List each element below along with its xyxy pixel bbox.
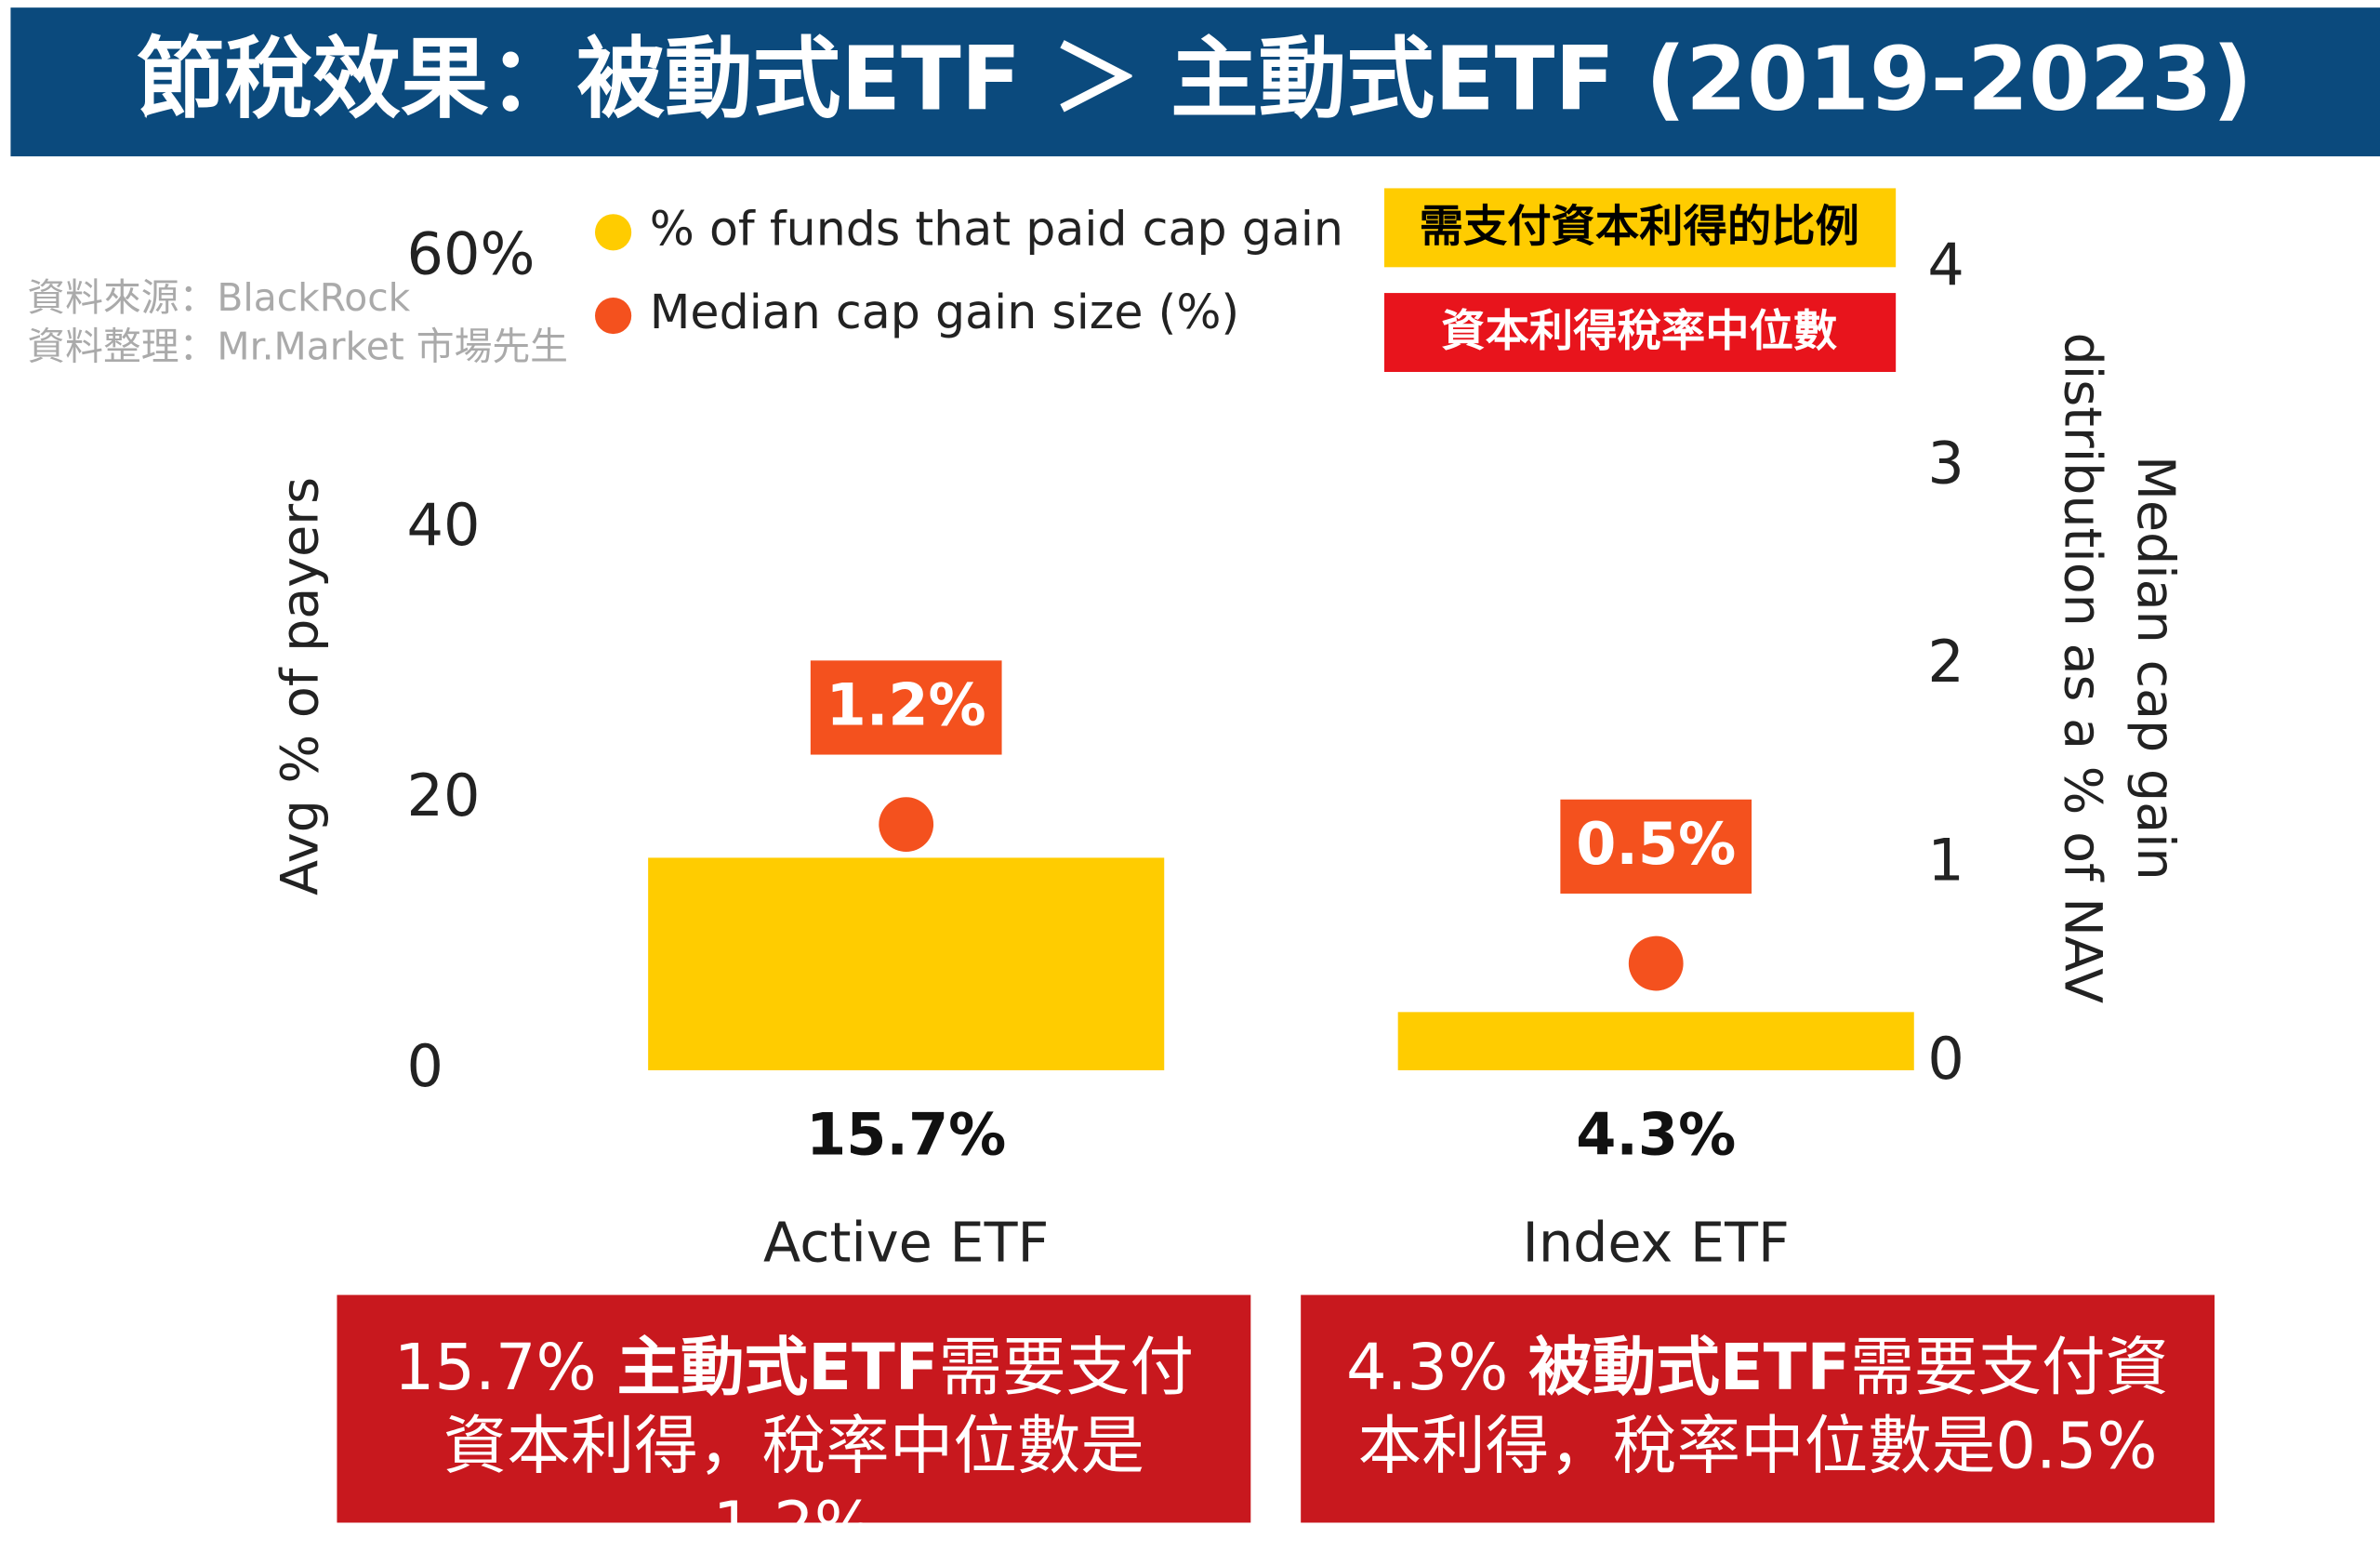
y-tick-label: 0 [407,1032,443,1100]
callout-text: 4.3% [1346,1330,1529,1405]
x-tick-label: Active ETF [763,1210,1049,1274]
dot-value-label: 1.2% [826,671,986,739]
dot-label-box [810,660,1002,755]
y2-axis-label: Median cap gain [2125,456,2186,881]
page: 節稅效果：被動式ETF ＞ 主動式ETF (2019-2023) 資料來源：Bl… [10,7,2380,1562]
title-bar [10,7,2380,157]
callout-text: 需要支付資本利得，稅率中位數是0.5% [1357,1330,2170,1484]
dot-label-box [1560,799,1752,894]
y-tick-label: 20 [407,762,481,829]
source-line: 資料整理：Mr.Market 市場先生 [27,324,568,368]
dot-value-label: 0.5% [1576,810,1736,878]
bar-value-label: 4.3% [1576,1101,1736,1169]
legend-note-box [1383,293,1897,372]
chart: 節稅效果：被動式ETF ＞ 主動式ETF (2019-2023) 資料來源：Bl… [10,7,2380,1274]
callout: 4.3% 被動式ETF需要支付資本利得，稅率中位數是0.5% [1301,1294,2215,1523]
y-tick-label: 60% [407,220,536,288]
source-line: 資料來源：BlackRock [27,275,410,320]
y2-tick-label: 2 [1927,628,1964,696]
callout: 15.7% 主動式ETF需要支付資本利得，稅率中位數是1.2% [337,1294,1251,1562]
y2-tick-label: 4 [1927,231,1964,298]
legend-note-box [1383,188,1897,268]
slide-title: 節稅效果：被動式ETF ＞ 主動式ETF (2019-2023) [137,28,2253,130]
y-axis-label: Avg % of payers [271,477,331,895]
y2-tick-label: 1 [1927,826,1964,894]
y2-tick-label: 0 [1927,1025,1964,1093]
bar [1397,1012,1914,1070]
y-tick-label: 40 [407,491,481,559]
callout-bold: 被動式ETF [1528,1330,1851,1405]
legend-label: Median cap gain size (%) [650,285,1239,339]
y2-axis-label: distribution as a % of NAV [2053,333,2113,1004]
bar-value-label: 15.7% [806,1101,1006,1169]
legend-label: % of funds that paid cap gain [650,201,1343,256]
legend-marker [594,297,632,335]
legend-note: 資本利得稅率中位數 [1441,306,1837,357]
x-tick-label: Index ETF [1523,1210,1790,1274]
dot [1628,935,1684,991]
legend-marker [594,214,632,251]
slide: 節稅效果：被動式ETF ＞ 主動式ETF (2019-2023) 資料來源：Bl… [10,7,2380,1562]
dot [879,797,934,853]
bar [648,857,1165,1070]
callout-text: 15.7% [393,1330,617,1405]
y2-tick-label: 3 [1927,430,1964,497]
callout-bold: 主動式ETF [616,1330,939,1405]
legend-note: 需支付資本利得的比例 [1420,202,1859,253]
